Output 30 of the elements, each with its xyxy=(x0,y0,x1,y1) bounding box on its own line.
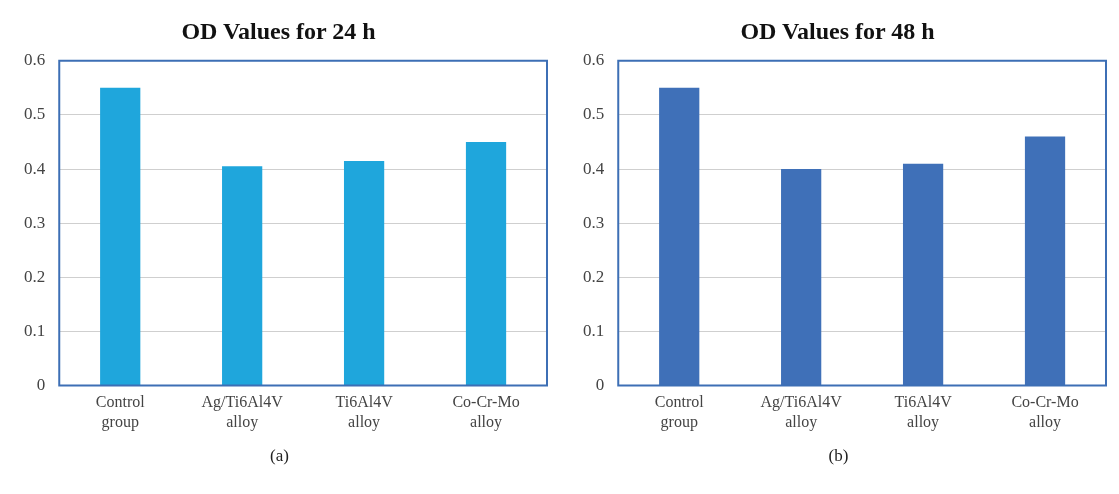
x-tick-label: Ti6Al4V alloy xyxy=(894,393,953,431)
y-tick-label: 0.6 xyxy=(583,50,605,70)
bar xyxy=(100,87,141,386)
y-tick-label: 0.5 xyxy=(583,104,605,124)
y-tick-label: 0.3 xyxy=(24,212,46,232)
x-tick-label: Ag/Ti6Al4V alloy xyxy=(201,393,284,431)
text: (b) xyxy=(827,446,850,466)
chart-title: OD Values for 48 h xyxy=(740,17,935,44)
y-tick-label: 0.6 xyxy=(24,50,46,70)
y-tick-label: 0 xyxy=(36,375,46,395)
y-tick-label: 0.5 xyxy=(24,104,46,124)
bar xyxy=(343,160,385,386)
bar xyxy=(222,166,263,386)
x-tick-label: Control group xyxy=(95,393,146,431)
y-tick-label: 0.4 xyxy=(583,158,605,178)
chart-title: OD Values for 24 h xyxy=(181,17,376,44)
y-tick-label: 0 xyxy=(595,375,605,395)
y-tick-label: 0.2 xyxy=(583,266,605,286)
y-tick-label: 0.2 xyxy=(24,266,46,286)
y-tick-label: 0.1 xyxy=(24,320,46,340)
y-tick-label: 0.3 xyxy=(583,212,605,232)
text: (a) xyxy=(269,446,290,466)
y-tick-label: 0.1 xyxy=(583,320,605,340)
x-tick-label: Co-Cr-Mo alloy xyxy=(452,393,520,431)
x-tick-label: Ag/Ti6Al4V alloy xyxy=(760,393,843,431)
y-tick-label: 0.4 xyxy=(24,158,46,178)
x-tick-label: Ti6Al4V alloy xyxy=(335,393,394,431)
bar xyxy=(465,142,507,386)
x-tick-label: Co-Cr-Mo alloy xyxy=(1011,393,1079,431)
x-tick-label: Control group xyxy=(654,393,705,431)
